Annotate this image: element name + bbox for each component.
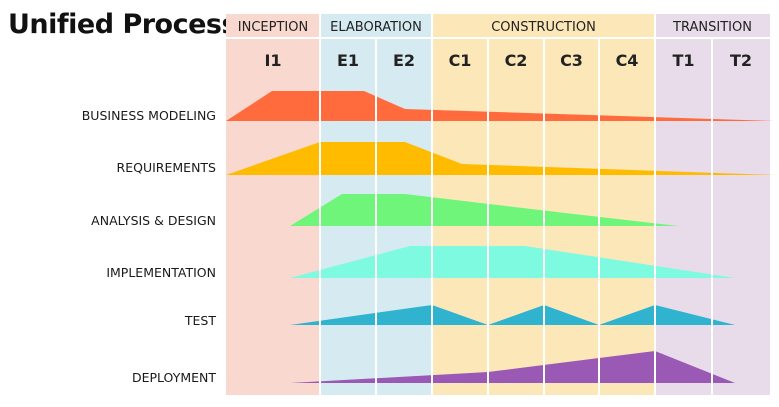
iteration-label-c3: C3 bbox=[560, 51, 583, 70]
effort-area-analysis-design bbox=[290, 194, 678, 226]
iteration-label-t2: T2 bbox=[730, 51, 752, 70]
effort-area-implementation bbox=[290, 246, 735, 278]
phase-label-elaboration: ELABORATION bbox=[330, 20, 422, 35]
effort-area-test bbox=[290, 305, 735, 325]
phase-band-inception bbox=[226, 14, 320, 395]
iteration-label-e2: E2 bbox=[393, 51, 415, 70]
effort-area-business-modeling bbox=[226, 91, 775, 121]
discipline-label-deployment: DEPLOYMENT bbox=[132, 370, 216, 385]
discipline-label-implementation: IMPLEMENTATION bbox=[106, 265, 216, 280]
phase-label-transition: TRANSITION bbox=[672, 20, 752, 35]
iteration-label-e1: E1 bbox=[337, 51, 359, 70]
iteration-label-t1: T1 bbox=[672, 51, 694, 70]
discipline-label-analysis-design: ANALYSIS & DESIGN bbox=[91, 213, 216, 228]
discipline-label-requirements: REQUIREMENTS bbox=[117, 160, 217, 175]
phase-label-construction: CONSTRUCTION bbox=[491, 20, 596, 35]
iteration-label-c2: C2 bbox=[505, 51, 528, 70]
phase-label-inception: INCEPTION bbox=[238, 20, 308, 35]
iteration-label-c1: C1 bbox=[449, 51, 472, 70]
discipline-label-test: TEST bbox=[184, 313, 216, 328]
effort-area-requirements bbox=[226, 142, 775, 175]
iteration-label-i1: I1 bbox=[264, 51, 281, 70]
iteration-label-c4: C4 bbox=[616, 51, 639, 70]
discipline-label-business-modeling: BUSINESS MODELING bbox=[82, 108, 216, 123]
effort-area-deployment bbox=[290, 351, 735, 383]
diagram-title: Unified Process bbox=[8, 9, 238, 40]
